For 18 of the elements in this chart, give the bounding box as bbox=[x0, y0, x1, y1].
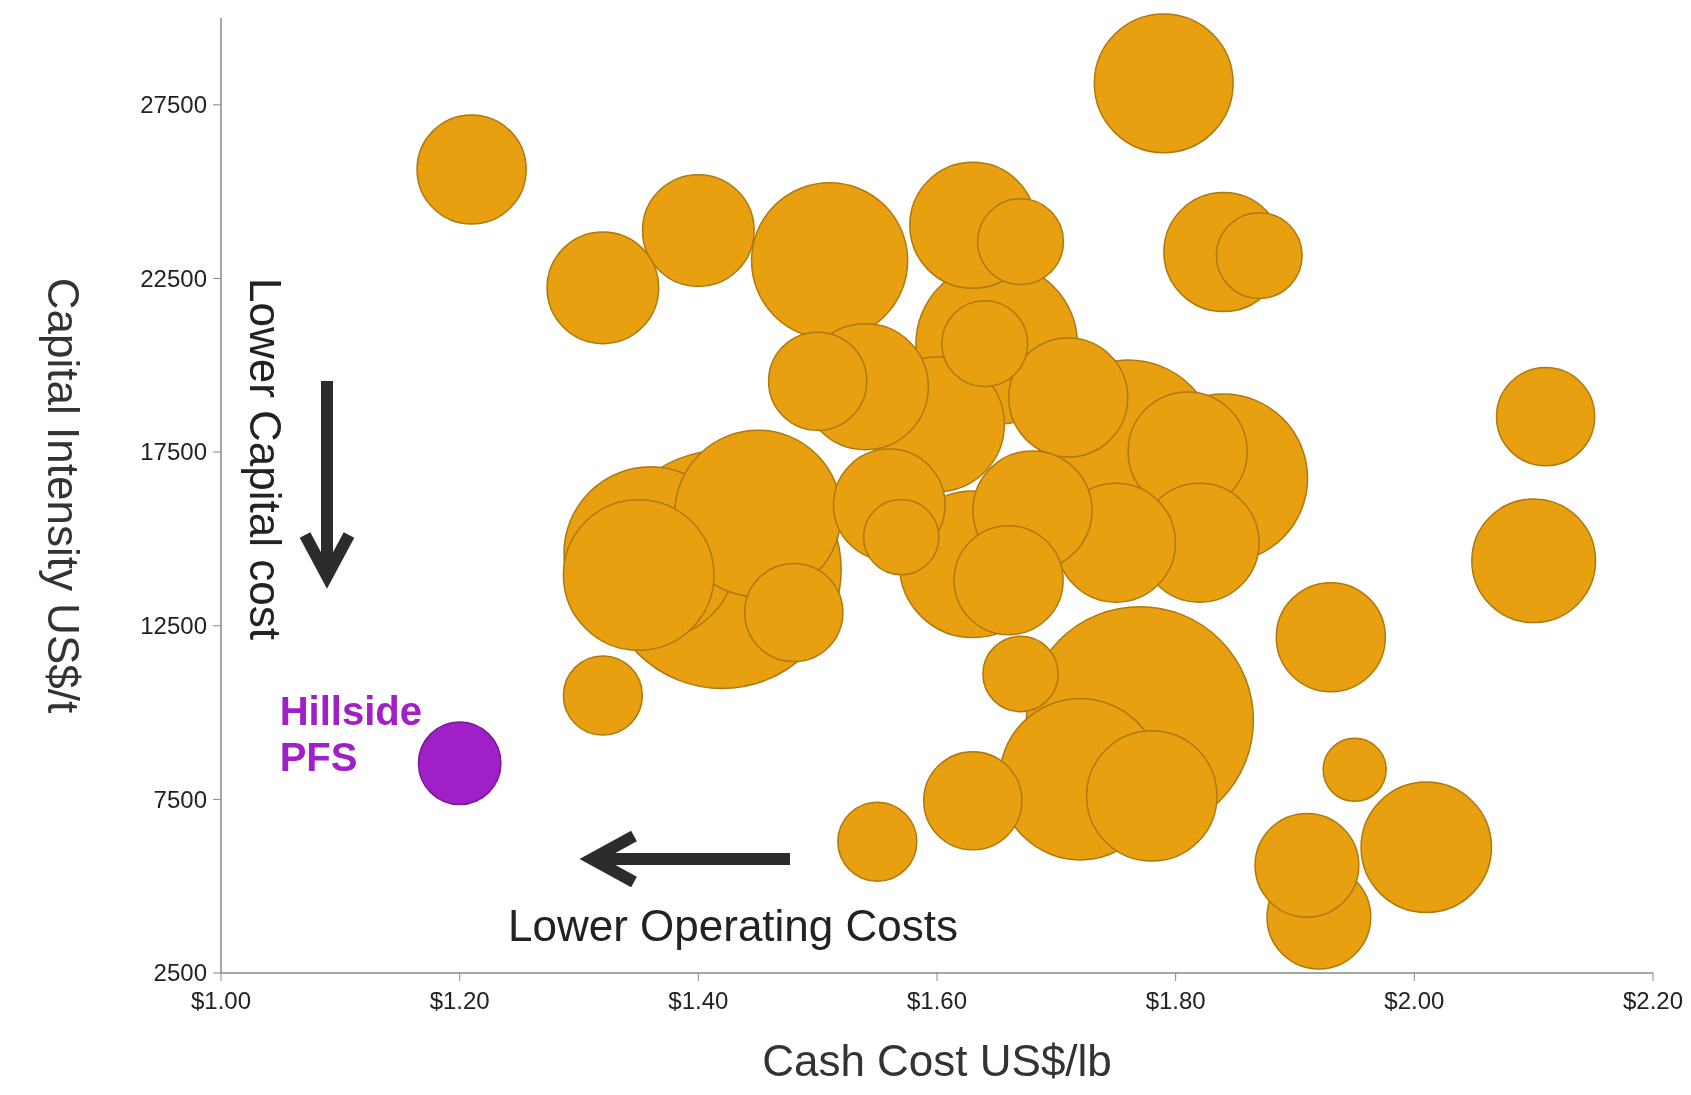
annotation: Lower Operating Costs bbox=[508, 901, 958, 950]
x-tick-label: $1.00 bbox=[190, 987, 252, 1014]
y-axis-title: Capital Intensity US$/t bbox=[39, 277, 88, 714]
x-axis-title: Cash Cost US$/lb bbox=[762, 1036, 1112, 1085]
y-tick-label: 12500 bbox=[140, 612, 207, 640]
y-tick-label: 27500 bbox=[140, 91, 207, 119]
x-tick-label: $1.40 bbox=[668, 987, 729, 1014]
x-tick-label: $1.60 bbox=[906, 987, 968, 1014]
x-tick-label: $2.20 bbox=[1622, 987, 1684, 1014]
x-tick-label: $1.20 bbox=[429, 987, 490, 1014]
y-tick-label: 17500 bbox=[140, 438, 207, 466]
y-tick-label: 22500 bbox=[140, 264, 207, 292]
series-label: Hillside PFS bbox=[279, 689, 422, 780]
annotation: Lower Capital cost bbox=[241, 278, 290, 640]
y-tick-label: 7500 bbox=[153, 785, 207, 813]
y-tick-label: 2500 bbox=[153, 959, 207, 987]
x-tick-label: $2.00 bbox=[1384, 987, 1445, 1014]
x-tick-label: $1.80 bbox=[1145, 987, 1206, 1014]
